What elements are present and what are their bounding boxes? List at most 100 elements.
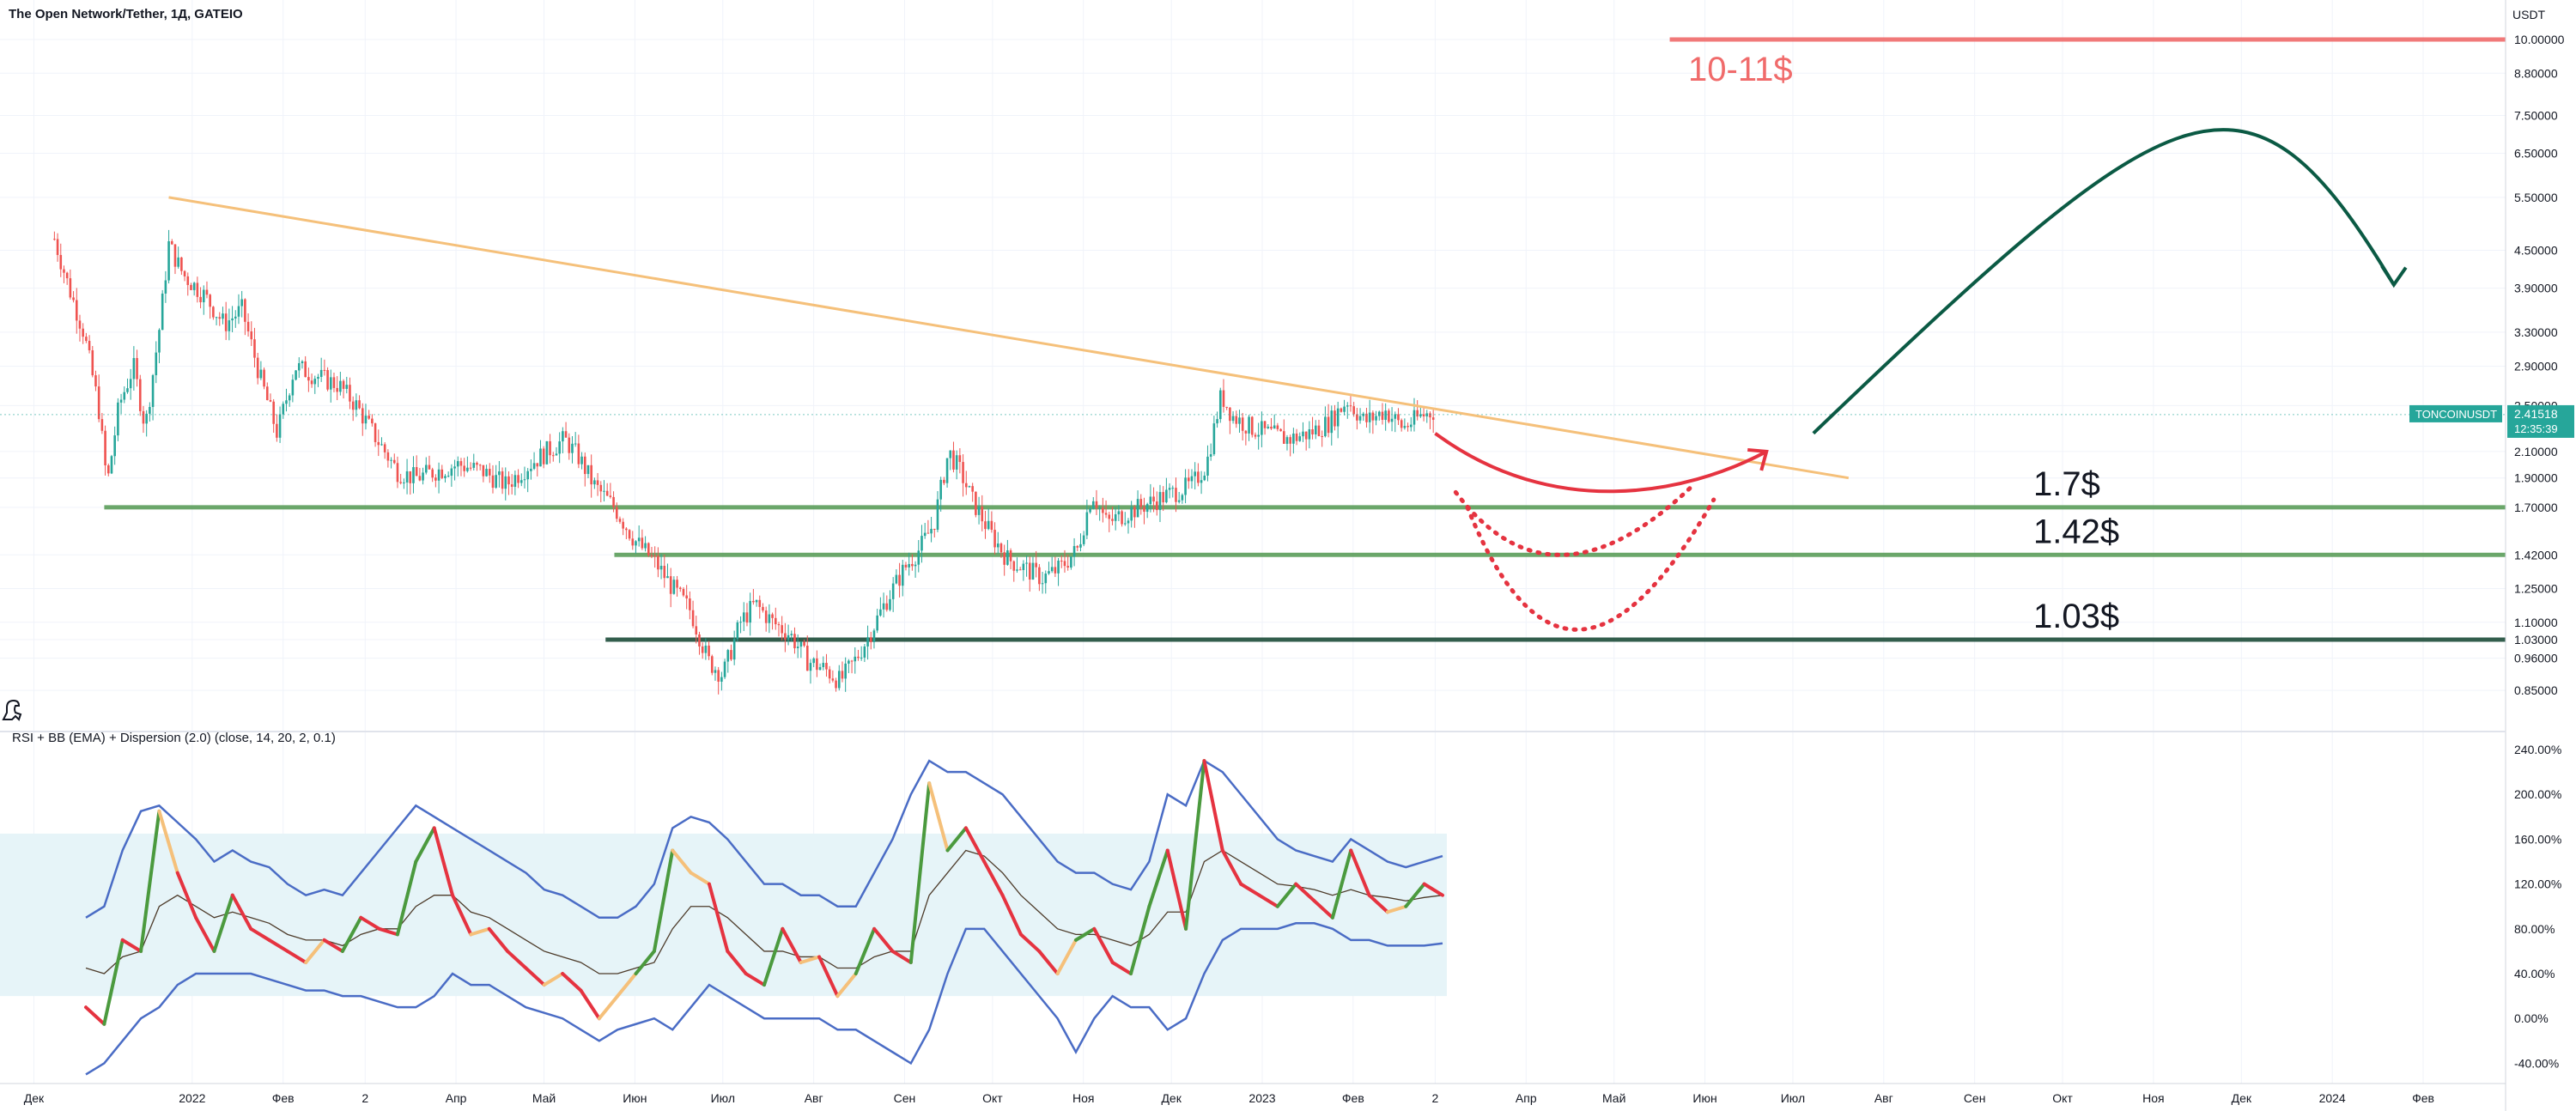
candle-body <box>1419 414 1422 417</box>
candle-body <box>695 626 698 634</box>
rsi-segment <box>982 859 1005 897</box>
candle-body <box>558 441 561 454</box>
candle-body <box>167 240 170 281</box>
candle-body <box>701 646 704 653</box>
candle-body <box>415 467 418 477</box>
candle-body <box>1102 507 1104 513</box>
candle-body <box>580 456 583 464</box>
candle-body <box>1371 412 1375 421</box>
candle-body <box>1171 488 1175 489</box>
date-tick-label: Авг <box>805 1091 823 1105</box>
candle-body <box>149 406 151 414</box>
price-tick-label: 4.50000 <box>2514 244 2558 258</box>
candle-body <box>1343 406 1346 412</box>
candle-body <box>386 452 390 461</box>
rsi-segment <box>230 893 253 931</box>
candle-body <box>599 484 603 492</box>
candle-body <box>1231 416 1235 422</box>
candle-body <box>1149 496 1152 505</box>
candle-body <box>501 471 504 489</box>
candle-body <box>246 321 250 331</box>
rsi-segment <box>1367 893 1389 914</box>
candle-body <box>901 564 904 586</box>
rsi-segment <box>927 781 950 853</box>
candle-body <box>568 437 571 453</box>
candle-body <box>968 486 971 488</box>
candle-body <box>952 450 955 470</box>
candle-body <box>1089 508 1091 513</box>
candle-body <box>803 641 805 647</box>
rsi-tick-label: 160.00% <box>2514 832 2561 846</box>
date-tick-label: Окт <box>982 1091 1003 1105</box>
candle-body <box>879 609 882 616</box>
candle-body <box>844 663 847 679</box>
candle-body <box>253 339 256 358</box>
rsi-segment <box>506 949 528 970</box>
rsi-segment <box>175 871 198 920</box>
candle-body <box>936 499 939 530</box>
candle-body <box>1235 416 1238 424</box>
rsi-tick-label: 0.00% <box>2514 1011 2549 1025</box>
candle-body <box>1394 414 1397 419</box>
candle-body <box>447 476 450 477</box>
candle-body <box>1225 406 1228 408</box>
level-label: 1.7$ <box>2033 465 2100 503</box>
price-tick-label: 1.25000 <box>2514 581 2558 595</box>
rsi-segment <box>1275 882 1298 908</box>
candle-body <box>1349 405 1352 407</box>
candle-body <box>97 386 100 420</box>
price-tick-label: 7.50000 <box>2514 108 2558 122</box>
candle-body <box>478 464 482 466</box>
candle-body <box>1143 507 1145 513</box>
candle-body <box>532 463 536 469</box>
date-tick-label: Апр <box>446 1091 467 1105</box>
horizontal-levels[interactable]: 10-11$ 10.00000 1.7$ 1.70000 1.42$ 1.42000 1.0… <box>104 31 2574 648</box>
rsi-segment <box>744 972 766 987</box>
candle-body <box>1079 543 1082 548</box>
candle-body <box>431 469 434 478</box>
candle-body <box>850 660 854 662</box>
candle-body <box>723 661 726 677</box>
candle-body <box>56 239 59 255</box>
drawings[interactable] <box>168 128 2408 632</box>
candle-body <box>1308 429 1311 440</box>
candle-body <box>1285 437 1289 444</box>
dinosaur-icon[interactable] <box>0 690 26 725</box>
candle-body <box>835 680 837 689</box>
rsi-segment <box>1404 882 1426 908</box>
rsi-segment <box>322 938 344 953</box>
candle-body <box>1108 514 1111 519</box>
symbol-title[interactable]: The Open Network/Tether, 1Д, GATEIO <box>9 7 243 21</box>
candle-body <box>1098 507 1101 509</box>
candle-body <box>685 595 688 599</box>
rsi-segment <box>469 926 491 937</box>
candle-body <box>323 369 326 371</box>
rsi-segment <box>1422 882 1444 897</box>
candle-body <box>745 612 749 623</box>
candle-body <box>519 480 523 483</box>
candle-body <box>180 257 183 271</box>
indicator-title[interactable]: RSI + BB (EMA) + Dispersion (2.0) (close… <box>12 731 336 745</box>
candle-body <box>1145 504 1149 513</box>
candle-body <box>75 300 78 321</box>
rsi-segment <box>524 966 546 987</box>
candle-body <box>545 440 549 464</box>
candle-body <box>749 600 751 623</box>
date-tick-label: Июл <box>711 1091 735 1105</box>
candle-body <box>917 550 920 565</box>
candle-body <box>863 646 866 658</box>
date-tick-label: 2 <box>1432 1091 1439 1105</box>
candle-body <box>177 257 179 267</box>
candle-body <box>1070 556 1072 568</box>
candle-body <box>129 379 132 389</box>
candle-body <box>263 369 265 387</box>
candle-body <box>517 475 519 483</box>
candle-body <box>491 475 495 489</box>
candle-body <box>730 650 732 660</box>
candle-body <box>1257 434 1260 437</box>
candle-body <box>564 431 568 438</box>
candle-body <box>288 395 291 401</box>
candle-body <box>224 313 228 331</box>
candle-body <box>796 647 799 648</box>
